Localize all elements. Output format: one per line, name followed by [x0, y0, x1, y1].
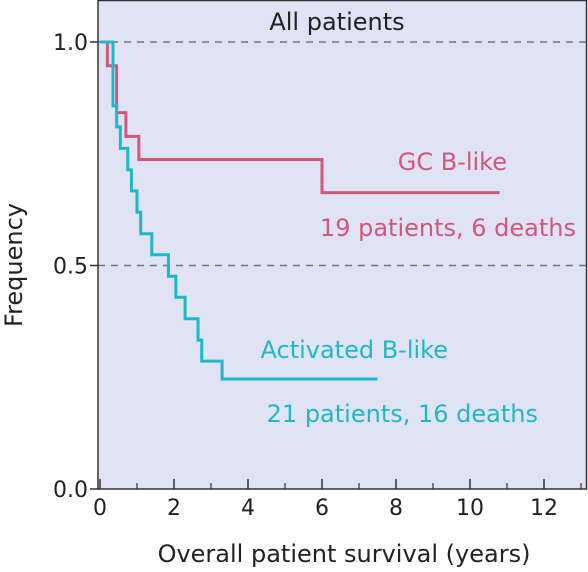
series-line-activated-b-like	[100, 40, 378, 381]
series-label-gc-b-like: GC B-like	[398, 148, 507, 176]
plot-frame	[97, 0, 588, 490]
x-axis-title: Overall patient survival (years)	[158, 540, 531, 568]
y-tick-label: 1.0	[53, 31, 88, 56]
x-axis: 0 2 4 6 8 10 12	[93, 479, 582, 521]
y-axis: 0.0 0.5 1.0	[53, 31, 98, 503]
chart-title: All patients	[269, 8, 404, 36]
x-tick-label: 8	[389, 496, 403, 521]
series-lines	[100, 40, 500, 381]
y-tick-label: 0.0	[53, 478, 88, 503]
x-tick-label: 0	[93, 496, 107, 521]
plot-background	[98, 0, 587, 489]
y-axis-title: Frequency	[0, 203, 28, 327]
reference-lines	[98, 41, 587, 267]
x-tick-label: 10	[456, 496, 484, 521]
x-tick-label: 4	[241, 496, 255, 521]
x-tick-label: 6	[315, 496, 329, 521]
y-tick-label: 0.5	[53, 255, 88, 280]
series-line-gc-b-like	[100, 40, 500, 195]
x-tick-label: 2	[167, 496, 181, 521]
series-note-gc-b-like: 19 patients, 6 deaths	[320, 214, 576, 242]
x-tick-label: 12	[530, 496, 558, 521]
series-note-activated-b-like: 21 patients, 16 deaths	[267, 400, 538, 428]
series-label-activated-b-like: Activated B-like	[261, 336, 449, 364]
